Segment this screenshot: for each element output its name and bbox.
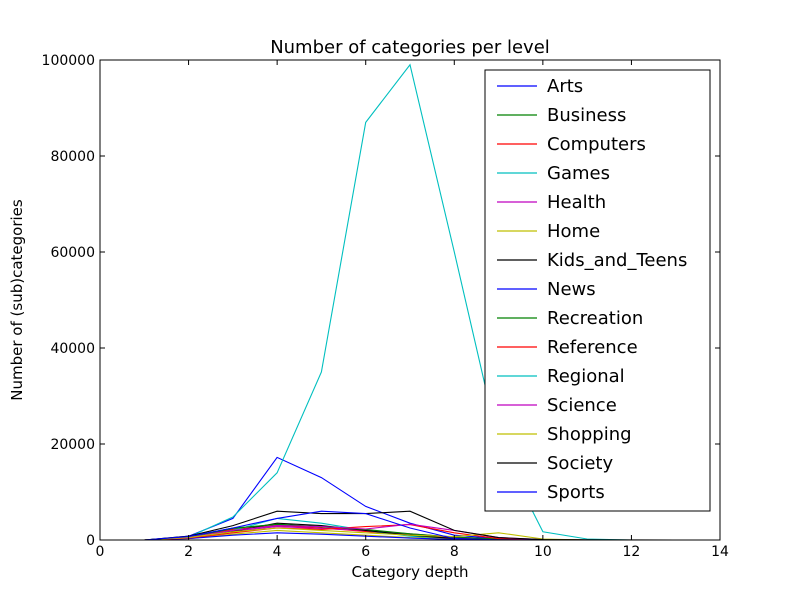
x-tick-label: 0 — [96, 544, 105, 560]
x-tick-label: 10 — [534, 544, 552, 560]
legend-label: Shopping — [547, 424, 632, 445]
legend-label: Home — [547, 221, 600, 242]
x-axis: 0 2 4 6 8 10 12 14 — [96, 60, 729, 560]
legend-label: Regional — [547, 366, 625, 387]
legend-label: Games — [547, 163, 610, 184]
chart-title: Number of categories per level — [270, 37, 550, 58]
legend-label: Arts — [547, 76, 583, 97]
series-line-regional — [100, 63, 676, 541]
y-tick-label: 20000 — [50, 437, 95, 453]
y-tick-label: 100000 — [42, 53, 95, 69]
y-tick-label: 60000 — [50, 245, 95, 261]
legend-label: Science — [547, 395, 617, 416]
legend-label: Computers — [547, 134, 646, 155]
x-tick-label: 8 — [450, 544, 459, 560]
x-tick-label: 6 — [361, 544, 370, 560]
x-axis-label: Category depth — [352, 563, 469, 581]
series-line-shopping — [100, 527, 676, 541]
legend-label: Reference — [547, 337, 638, 358]
legend-label: Sports — [547, 482, 605, 503]
y-tick-label: 0 — [86, 533, 95, 549]
x-tick-label: 2 — [184, 544, 193, 560]
legend: Arts Business Computers Games Health Home Kids… — [484, 69, 711, 512]
legend-label: Recreation — [547, 308, 643, 329]
y-tick-label: 40000 — [50, 341, 95, 357]
legend-label: Society — [547, 453, 613, 474]
legend-label: Kids_and_Teens — [547, 250, 687, 271]
legend-label: News — [547, 279, 596, 300]
y-axis: 0 20000 40000 60000 80000 100000 — [42, 53, 720, 549]
x-tick-label: 12 — [623, 544, 641, 560]
y-axis-label: Number of (sub)categories — [8, 199, 26, 401]
legend-label: Business — [547, 105, 626, 126]
plot-frame — [99, 59, 721, 541]
y-tick-label: 80000 — [50, 149, 95, 165]
x-tick-label: 14 — [711, 544, 729, 560]
x-tick-label: 4 — [273, 544, 282, 560]
legend-label: Health — [547, 192, 606, 213]
